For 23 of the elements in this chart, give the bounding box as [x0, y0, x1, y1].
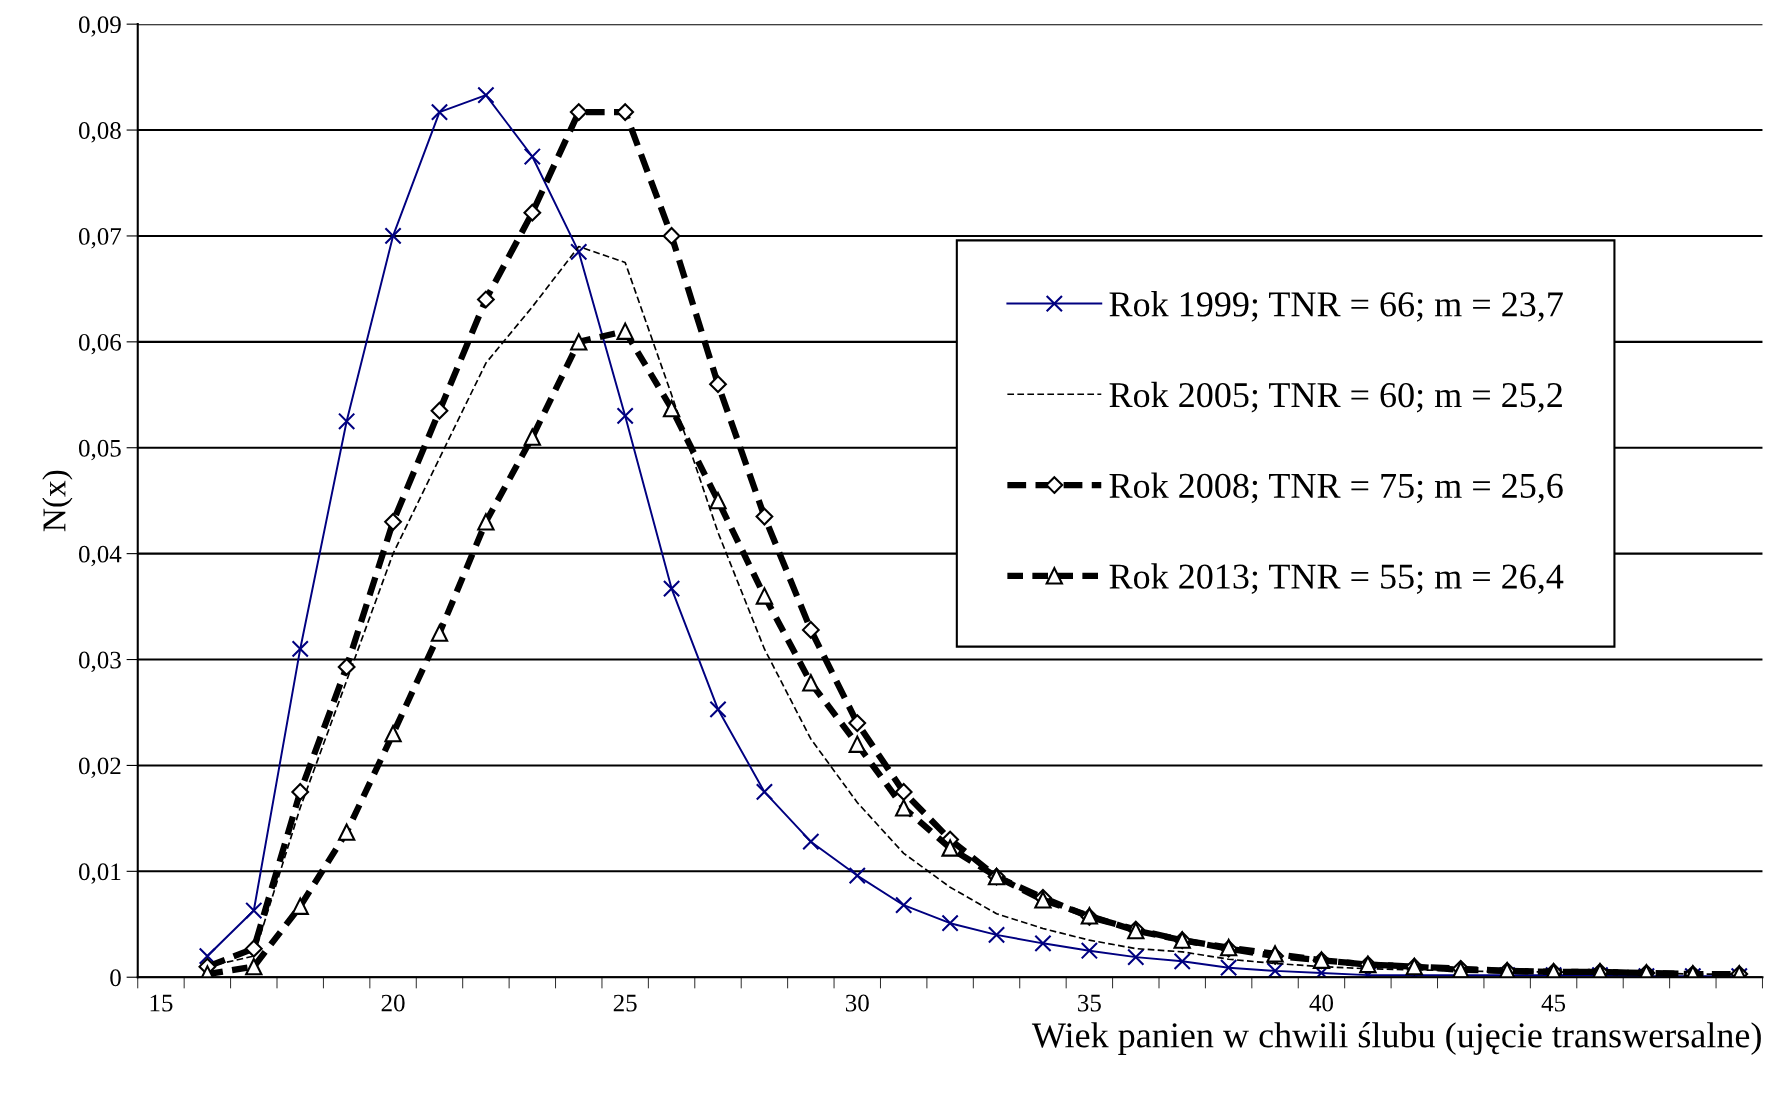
- x-tick-label: 45: [1541, 994, 1566, 1012]
- y-axis-title: N(x): [42, 470, 73, 532]
- y-tick-label: 0: [110, 969, 121, 987]
- x-axis-title: Wiek panien w chwili ślubu (ujęcie transwersalne): [1031, 1022, 1761, 1055]
- y-tick-label: 0,07: [78, 228, 122, 249]
- y-tick-label: 0,06: [78, 333, 122, 355]
- legend-label: Rok 2013; TNR = 55; m = 26,4: [1109, 563, 1564, 594]
- x-tick-label: 15: [150, 994, 173, 1012]
- y-tick-label: 0,04: [78, 545, 122, 567]
- y-tick-label: 0,09: [78, 16, 121, 37]
- x-tick-label: 40: [1309, 994, 1334, 1012]
- legend-label: Rok 1999; TNR = 66; m = 23,7: [1109, 291, 1563, 322]
- y-tick-label: 0,08: [78, 122, 121, 143]
- y-tick-label: 0,05: [78, 439, 121, 461]
- legend-label: Rok 2008; TNR = 75; m = 25,6: [1109, 472, 1563, 504]
- y-tick-label: 0,02: [78, 757, 121, 778]
- y-tick-label: 0,01: [78, 863, 121, 884]
- y-tick-label: 0,03: [78, 651, 121, 673]
- x-tick-label: 20: [381, 994, 405, 1012]
- legend-label: Rok 2005; TNR = 60; m = 25,2: [1109, 381, 1562, 413]
- x-tick-label: 30: [845, 994, 869, 1012]
- x-tick-label: 25: [613, 994, 637, 1012]
- x-tick-label: 35: [1078, 994, 1101, 1012]
